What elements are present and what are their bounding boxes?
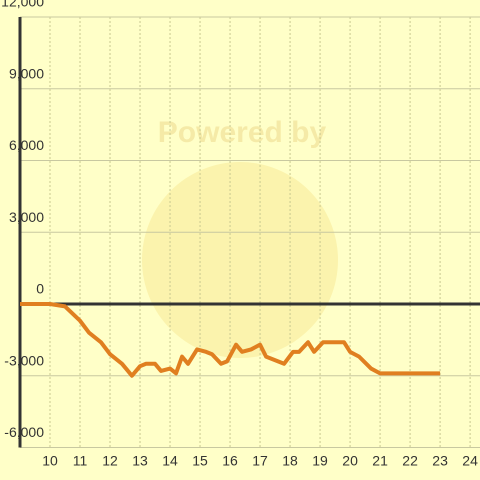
x-tick-label: 12 (102, 453, 118, 469)
y-tick-label: -3,000 (4, 352, 44, 368)
y-tick-label: 9,000 (9, 65, 44, 81)
watermark: Powered by (158, 116, 327, 149)
y-tick-label: 0 (36, 281, 44, 297)
y-tick-label: 12,000 (1, 0, 44, 10)
x-tick-label: 20 (342, 453, 358, 469)
x-tick-label: 17 (252, 453, 268, 469)
x-tick-label: 13 (132, 453, 148, 469)
y-tick-label: 3,000 (9, 209, 44, 225)
x-tick-label: 15 (192, 453, 208, 469)
x-tick-label: 23 (432, 453, 448, 469)
watermark-logo (142, 162, 338, 358)
x-tick-label: 22 (402, 453, 418, 469)
x-tick-label: 16 (222, 453, 238, 469)
x-tick-label: 14 (162, 453, 178, 469)
x-tick-label: 10 (42, 453, 58, 469)
x-tick-label: 11 (73, 453, 88, 469)
x-tick-label: 21 (372, 453, 388, 469)
y-tick-label: 6,000 (9, 137, 44, 153)
y-tick-label: -6,000 (4, 424, 44, 440)
x-tick-label: 19 (312, 453, 328, 469)
x-tick-label: 18 (282, 453, 298, 469)
line (20, 302, 441, 378)
x-tick-label: 24 (462, 453, 478, 469)
